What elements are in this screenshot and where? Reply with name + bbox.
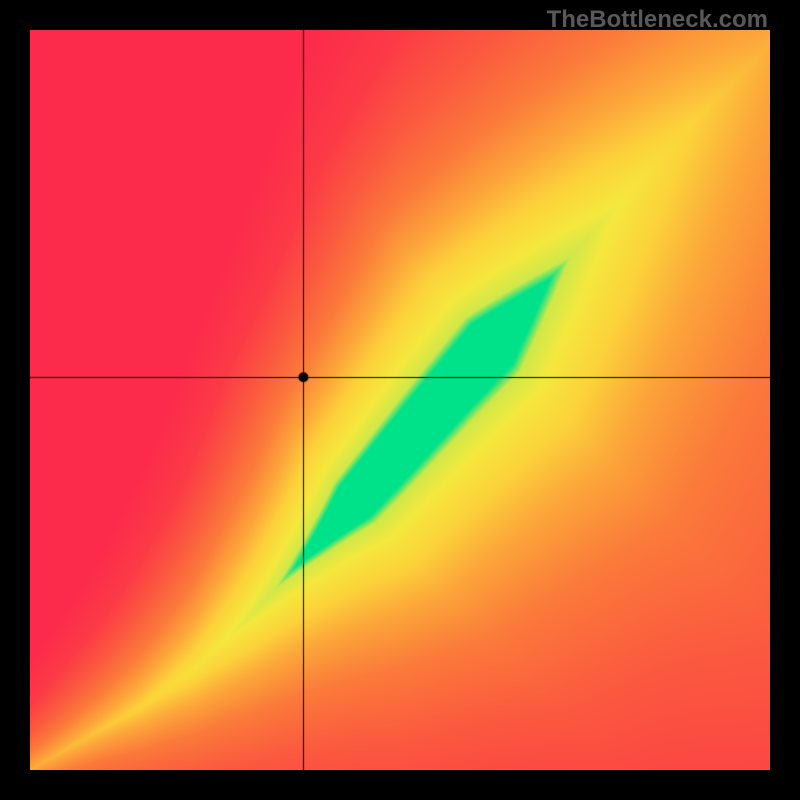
watermark-label: TheBottleneck.com	[547, 6, 768, 34]
chart-container: TheBottleneck.com	[0, 0, 800, 800]
heatmap-canvas	[30, 30, 770, 770]
heatmap-plot	[30, 30, 770, 770]
